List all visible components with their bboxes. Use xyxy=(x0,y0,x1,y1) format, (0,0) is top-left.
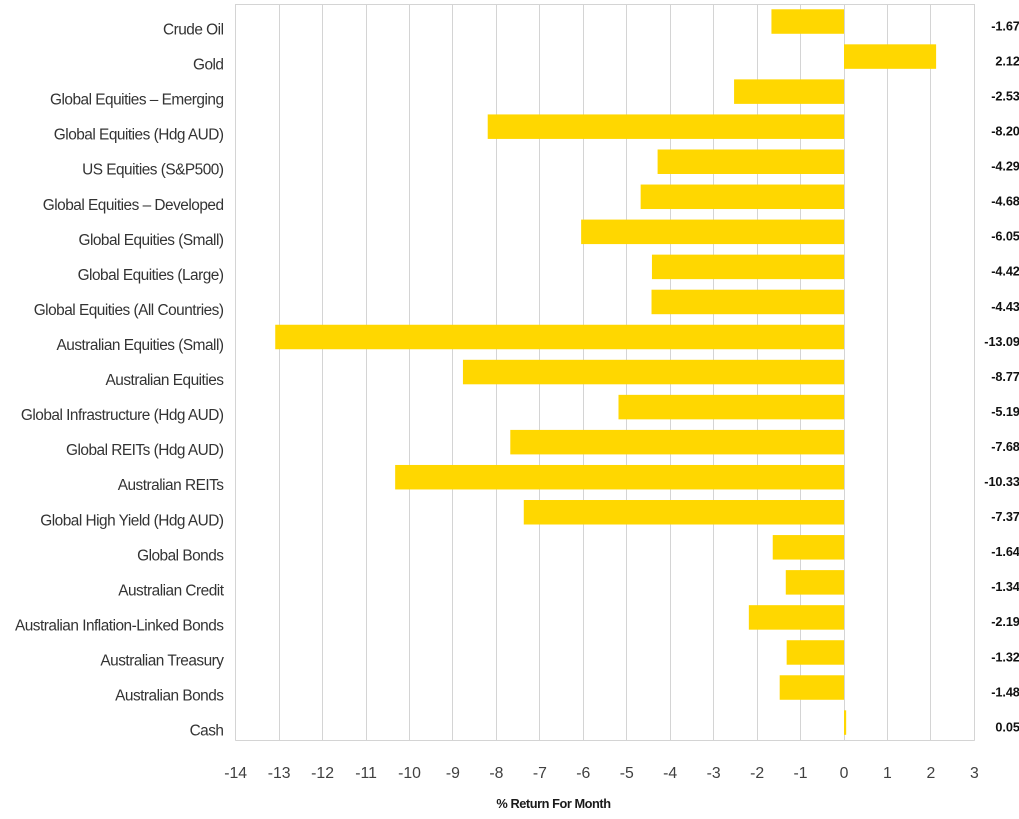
svg-text:-2.53: -2.53 xyxy=(991,89,1019,103)
svg-text:-4.68: -4.68 xyxy=(991,195,1019,209)
svg-text:Global Equities – Developed: Global Equities – Developed xyxy=(43,197,224,214)
svg-text:-7.37: -7.37 xyxy=(991,510,1019,524)
svg-text:-4.43: -4.43 xyxy=(991,300,1019,314)
svg-text:Australian Treasury: Australian Treasury xyxy=(100,652,224,669)
svg-text:-8.77: -8.77 xyxy=(991,370,1019,384)
svg-text:-7: -7 xyxy=(533,765,547,782)
svg-text:Australian Equities (Small): Australian Equities (Small) xyxy=(57,337,224,354)
svg-text:Gold: Gold xyxy=(193,57,224,74)
svg-text:Global Equities (All Countries: Global Equities (All Countries) xyxy=(34,302,224,319)
svg-text:-7.68: -7.68 xyxy=(991,440,1019,454)
svg-text:-1.64: -1.64 xyxy=(991,545,1019,559)
svg-text:-1: -1 xyxy=(794,765,808,782)
svg-text:-14: -14 xyxy=(224,765,247,782)
svg-text:-3: -3 xyxy=(707,765,721,782)
svg-text:Global REITs (Hdg AUD): Global REITs (Hdg AUD) xyxy=(66,442,224,459)
svg-text:Australian Inflation-Linked Bo: Australian Inflation-Linked Bonds xyxy=(15,617,224,634)
svg-text:3: 3 xyxy=(970,765,979,782)
svg-text:% Return For Month: % Return For Month xyxy=(496,796,611,811)
svg-text:Australian Credit: Australian Credit xyxy=(118,582,224,599)
svg-text:-4.42: -4.42 xyxy=(991,265,1019,279)
svg-text:1: 1 xyxy=(883,765,892,782)
svg-text:0: 0 xyxy=(840,765,849,782)
svg-text:-6: -6 xyxy=(576,765,590,782)
svg-text:-12: -12 xyxy=(311,765,334,782)
svg-text:-2: -2 xyxy=(750,765,764,782)
svg-text:Global Infrastructure (Hdg AUD: Global Infrastructure (Hdg AUD) xyxy=(21,407,224,424)
svg-text:Global Bonds: Global Bonds xyxy=(137,547,224,564)
svg-text:Global Equities – Emerging: Global Equities – Emerging xyxy=(50,92,224,109)
svg-text:-11: -11 xyxy=(355,765,377,782)
svg-text:Global High Yield (Hdg AUD): Global High Yield (Hdg AUD) xyxy=(40,512,224,529)
svg-text:2.12: 2.12 xyxy=(995,54,1019,68)
svg-text:Australian REITs: Australian REITs xyxy=(118,477,225,494)
svg-text:-5.19: -5.19 xyxy=(991,405,1019,419)
svg-text:Global Equities (Hdg AUD): Global Equities (Hdg AUD) xyxy=(54,127,224,144)
svg-text:-1.67: -1.67 xyxy=(991,19,1019,33)
svg-text:-9: -9 xyxy=(446,765,460,782)
svg-text:-13: -13 xyxy=(268,765,291,782)
svg-text:-4.29: -4.29 xyxy=(991,160,1019,174)
svg-text:-1.34: -1.34 xyxy=(991,580,1019,594)
svg-text:Cash: Cash xyxy=(190,723,224,740)
svg-text:-1.32: -1.32 xyxy=(991,650,1019,664)
svg-text:0.05: 0.05 xyxy=(995,720,1019,734)
svg-text:-1.48: -1.48 xyxy=(991,685,1019,699)
svg-text:-2.19: -2.19 xyxy=(991,615,1019,629)
svg-text:Global Equities (Large): Global Equities (Large) xyxy=(78,267,224,284)
svg-text:-10.33: -10.33 xyxy=(984,475,1019,489)
svg-text:Global Equities (Small): Global Equities (Small) xyxy=(78,232,223,249)
svg-text:-5: -5 xyxy=(620,765,634,782)
svg-text:Australian Bonds: Australian Bonds xyxy=(115,688,224,705)
svg-text:-4: -4 xyxy=(663,765,677,782)
svg-text:-10: -10 xyxy=(398,765,421,782)
svg-text:-6.05: -6.05 xyxy=(991,230,1019,244)
svg-text:-8: -8 xyxy=(489,765,503,782)
svg-text:-8.20: -8.20 xyxy=(991,124,1019,138)
svg-text:US Equities (S&P500): US Equities (S&P500) xyxy=(82,162,224,179)
svg-text:Australian Equities: Australian Equities xyxy=(106,372,225,389)
svg-text:2: 2 xyxy=(927,765,936,782)
svg-text:Crude Oil: Crude Oil xyxy=(163,22,224,39)
svg-text:-13.09: -13.09 xyxy=(984,335,1019,349)
